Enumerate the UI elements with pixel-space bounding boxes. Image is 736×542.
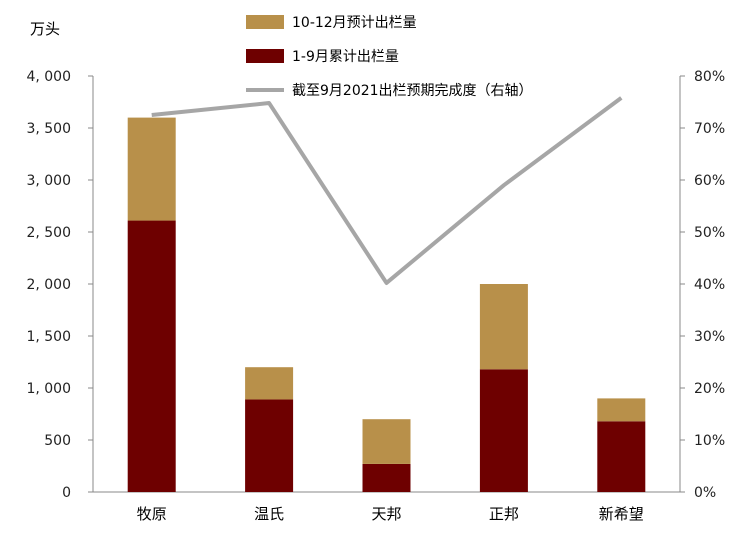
- right-tick-label: 30%: [694, 329, 725, 345]
- category-label: 温氏: [254, 505, 284, 523]
- bar-segment-oct-dec: [362, 419, 411, 464]
- right-tick-label: 60%: [694, 173, 725, 189]
- category-label: 正邦: [489, 505, 519, 523]
- bar-segment-jan-sep: [245, 399, 294, 492]
- left-tick-label: 2, 000: [26, 277, 71, 293]
- category-label: 新希望: [599, 505, 644, 523]
- left-tick-label: 4, 000: [26, 69, 71, 85]
- left-tick-label: 1, 500: [26, 329, 71, 345]
- completion-line-path: [151, 96, 623, 285]
- completion-line: [151, 96, 623, 285]
- bar-segment-jan-sep: [479, 369, 528, 492]
- bar-segment-oct-dec: [245, 367, 294, 400]
- legend-label: 10-12月预计出栏量: [292, 15, 417, 31]
- bars: [127, 117, 646, 492]
- right-tick-label: 0%: [694, 485, 716, 501]
- category-labels: 牧原 温氏 天邦 正邦 新希望: [137, 505, 644, 523]
- bar-segment-oct-dec: [127, 117, 176, 221]
- right-tick-label: 50%: [694, 225, 725, 241]
- category-label: 牧原: [137, 505, 167, 523]
- bar-segment-jan-sep: [597, 421, 646, 492]
- axes: 0 500 1, 000 1, 500 2, 000 2, 500 3, 000 3, 500…: [26, 69, 725, 501]
- legend-label: 截至9月2021出栏预期完成度（右轴）: [292, 83, 533, 99]
- bar-segment-jan-sep: [127, 220, 176, 492]
- left-tick-label: 3, 500: [26, 121, 71, 137]
- bar-segment-jan-sep: [362, 463, 411, 492]
- bar-segment-oct-dec: [597, 398, 646, 422]
- legend-swatch: [246, 15, 284, 29]
- right-tick-label: 70%: [694, 121, 725, 137]
- left-tick-label: 2, 500: [26, 225, 71, 241]
- bar-segment-oct-dec: [479, 284, 528, 370]
- legend-swatch: [246, 49, 284, 63]
- y-axis-unit-label: 万头: [30, 20, 60, 38]
- legend-label: 1-9月累计出栏量: [292, 49, 399, 65]
- right-tick-label: 10%: [694, 433, 725, 449]
- left-tick-label: 1, 000: [26, 381, 71, 397]
- left-tick-label: 0: [62, 485, 71, 501]
- right-tick-label: 40%: [694, 277, 725, 293]
- right-tick-label: 80%: [694, 69, 725, 85]
- left-tick-label: 3, 000: [26, 173, 71, 189]
- left-tick-label: 500: [44, 433, 71, 449]
- category-label: 天邦: [371, 505, 401, 523]
- right-tick-label: 20%: [694, 381, 725, 397]
